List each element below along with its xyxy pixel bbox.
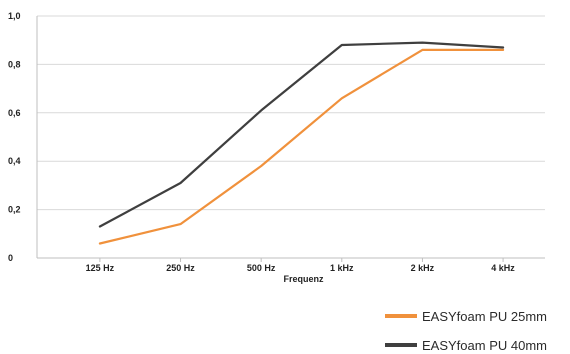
y-tick-label: 1,0 [8,11,21,21]
x-tick-label: 1 kHz [330,263,354,273]
axes [36,16,545,262]
series-line-1 [98,48,505,245]
y-tick-label: 0,4 [8,156,21,166]
y-tick-label: 0,2 [8,205,21,215]
x-tick-label: 4 kHz [491,263,515,273]
x-tick-label: 2 kHz [411,263,435,273]
tick-labels: 0 0,2 0,4 0,6 0,8 1,0 125 Hz 250 Hz 500 Hz 1 kHz 2… [8,11,515,273]
legend: EASYfoam PU 25mm EASYfoam PU 40mm [385,309,547,353]
series-lines [98,41,505,245]
x-tick-label: 500 Hz [247,263,276,273]
x-axis-title: Frequenz [283,274,324,284]
gridlines [37,15,545,211]
legend-label: EASYfoam PU 40mm [422,338,547,353]
x-tick-label: 250 Hz [166,263,195,273]
y-tick-label: 0,6 [8,108,21,118]
x-tick-label: 125 Hz [86,263,115,273]
y-tick-label: 0 [8,253,13,263]
legend-label: EASYfoam PU 25mm [422,309,547,324]
series-line-2 [98,41,505,228]
y-tick-label: 0,8 [8,59,21,69]
